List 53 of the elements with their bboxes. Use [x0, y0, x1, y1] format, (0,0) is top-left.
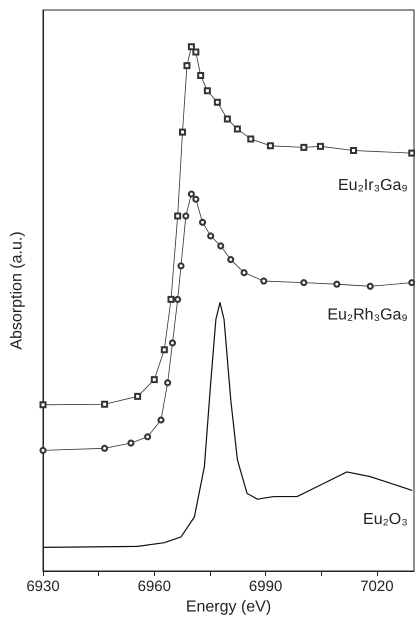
point [164, 379, 172, 386]
point [300, 279, 308, 286]
point [366, 282, 374, 290]
x-tick-label: 6990 [248, 578, 282, 595]
point [101, 444, 108, 452]
x-tick-label: 6930 [26, 578, 60, 595]
point [204, 87, 211, 94]
point [150, 376, 158, 384]
series-label: Eu₂Ir₃Ga₉ [338, 177, 408, 194]
point [214, 98, 221, 106]
point [192, 48, 200, 56]
point [101, 400, 108, 408]
point [333, 280, 340, 288]
point [174, 212, 182, 220]
point [197, 72, 204, 80]
point [182, 212, 190, 220]
point [300, 144, 308, 151]
point [192, 196, 200, 203]
series-label: Eu₂Rh₃Ga₉ [327, 306, 408, 324]
point [408, 279, 415, 286]
point [260, 278, 268, 285]
point [40, 446, 46, 454]
point [234, 126, 241, 133]
point [168, 339, 176, 346]
point [207, 232, 214, 240]
y-axis-title: Absorption (a.u.) [8, 231, 26, 350]
point [350, 147, 358, 154]
point [188, 190, 195, 198]
point [167, 296, 174, 303]
point [188, 43, 195, 50]
point [227, 256, 234, 264]
point [134, 392, 142, 400]
x-axis-title: Energy (eV) [186, 598, 272, 616]
point [199, 218, 206, 226]
point [144, 433, 152, 440]
x-tick-label: 7020 [360, 578, 394, 595]
point [127, 440, 134, 447]
point [183, 62, 190, 70]
series-label: Eu₂O₃ [363, 510, 408, 528]
point [266, 142, 274, 150]
point [224, 116, 231, 123]
point [408, 150, 415, 157]
point [178, 128, 186, 136]
point [40, 401, 46, 408]
point [160, 346, 168, 354]
point [174, 296, 182, 303]
point [217, 242, 224, 250]
point [247, 135, 254, 142]
point [178, 262, 185, 270]
x-tick-label: 6960 [138, 578, 171, 595]
point [240, 269, 248, 276]
point [157, 416, 164, 424]
point [317, 142, 324, 150]
